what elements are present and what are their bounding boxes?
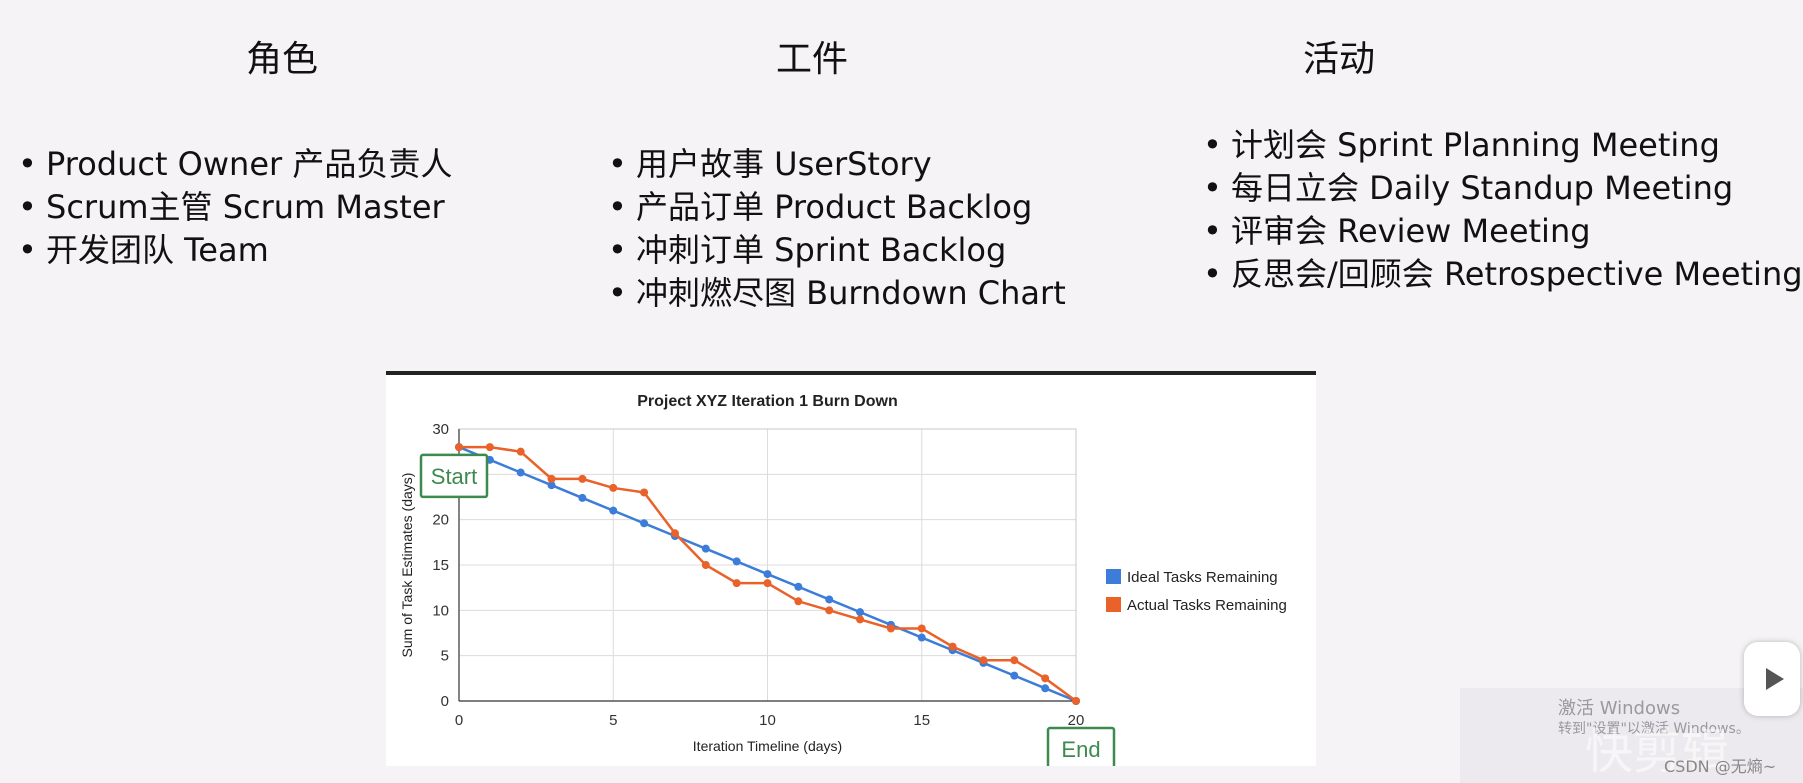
legend-label: Ideal Tasks Remaining xyxy=(1127,569,1278,586)
data-point-actual xyxy=(917,624,926,633)
activities-list: 计划会 Sprint Planning Meeting 每日立会 Daily S… xyxy=(1203,124,1803,296)
data-point-actual xyxy=(640,488,649,497)
chart-top-rule xyxy=(386,371,1316,375)
list-item: Product Owner 产品负责人 xyxy=(18,143,452,186)
list-item: 计划会 Sprint Planning Meeting xyxy=(1203,124,1803,167)
y-tick-label: 5 xyxy=(441,648,449,665)
x-tick-label: 0 xyxy=(455,712,463,729)
list-item: 开发团队 Team xyxy=(18,229,452,272)
y-tick-label: 10 xyxy=(432,602,449,619)
activities-title: 活动 xyxy=(1303,39,1376,80)
start-annotation-label: Start xyxy=(431,464,477,489)
data-point-actual xyxy=(1010,656,1019,665)
data-point-ideal xyxy=(794,582,803,591)
data-point-actual xyxy=(763,579,772,588)
list-item: Scrum主管 Scrum Master xyxy=(18,186,452,229)
data-point-actual xyxy=(516,447,525,456)
artifacts-title: 工件 xyxy=(776,39,849,80)
data-point-actual xyxy=(670,529,679,538)
data-point-actual xyxy=(979,656,988,665)
data-point-actual xyxy=(609,483,618,492)
data-point-actual xyxy=(856,615,865,624)
data-point-ideal xyxy=(917,633,926,642)
data-point-ideal xyxy=(701,544,710,553)
data-point-actual xyxy=(701,561,710,569)
data-point-actual xyxy=(1072,697,1080,705)
list-item: 冲刺订单 Sprint Backlog xyxy=(608,229,1066,272)
x-axis-label: Iteration Timeline (days) xyxy=(693,738,842,754)
data-point-ideal xyxy=(640,519,649,528)
x-tick-label: 20 xyxy=(1068,712,1085,729)
data-point-actual xyxy=(794,597,803,606)
credit-label: CSDN @无熵~ xyxy=(1664,757,1777,776)
y-tick-label: 15 xyxy=(432,557,449,574)
data-point-ideal xyxy=(547,481,556,490)
data-point-actual xyxy=(455,443,463,452)
legend-swatch xyxy=(1106,569,1121,584)
list-item: 反思会/回顾会 Retrospective Meeting xyxy=(1203,253,1803,296)
data-point-ideal xyxy=(732,557,741,566)
roles-list: Product Owner 产品负责人 Scrum主管 Scrum Master… xyxy=(18,143,452,272)
x-tick-label: 10 xyxy=(759,712,776,729)
y-tick-label: 0 xyxy=(441,693,449,710)
list-item: 冲刺燃尽图 Burndown Chart xyxy=(608,272,1066,315)
windows-activation-subtitle: 转到"设置"以激活 Windows。 xyxy=(1558,721,1750,737)
data-point-ideal xyxy=(609,506,618,515)
list-item: 产品订单 Product Backlog xyxy=(608,186,1066,229)
end-annotation-label: End xyxy=(1061,737,1100,762)
list-item: 用户故事 UserStory xyxy=(608,143,1066,186)
data-point-actual xyxy=(485,443,494,452)
artifacts-list: 用户故事 UserStory 产品订单 Product Backlog 冲刺订单… xyxy=(608,143,1066,315)
brand-watermark: 快剪辑 xyxy=(1585,724,1730,780)
data-point-actual xyxy=(578,474,587,483)
legend-label: Actual Tasks Remaining xyxy=(1127,597,1287,614)
data-point-ideal xyxy=(763,570,772,579)
data-point-ideal xyxy=(1010,671,1019,680)
data-point-actual xyxy=(886,624,895,633)
y-tick-label: 20 xyxy=(432,512,449,529)
data-point-ideal xyxy=(516,468,525,477)
end-annotation-box xyxy=(1046,726,1116,766)
data-point-actual xyxy=(825,606,834,615)
data-point-ideal xyxy=(578,493,587,502)
data-point-actual xyxy=(547,474,556,483)
x-tick-label: 5 xyxy=(609,712,617,729)
roles-title: 角色 xyxy=(246,39,319,80)
chart-title: Project XYZ Iteration 1 Burn Down xyxy=(637,393,897,410)
data-point-actual xyxy=(732,579,741,588)
burndown-chart-panel: Project XYZ Iteration 1 Burn Down 0 5 10 15 2… xyxy=(386,371,1316,766)
data-point-ideal xyxy=(825,595,834,604)
y-tick-label: 30 xyxy=(432,421,449,438)
data-point-ideal xyxy=(856,608,865,617)
data-point-ideal xyxy=(1041,684,1050,693)
x-tick-label: 15 xyxy=(913,712,930,729)
list-item: 评审会 Review Meeting xyxy=(1203,210,1803,253)
data-point-actual xyxy=(1041,674,1050,683)
y-axis-label: Sum of Task Estimates (days) xyxy=(399,473,415,658)
play-button[interactable] xyxy=(1744,642,1800,716)
data-point-actual xyxy=(948,642,957,651)
legend-swatch xyxy=(1106,597,1121,612)
windows-activation-title: 激活 Windows xyxy=(1558,698,1681,719)
burndown-chart: Project XYZ Iteration 1 Burn Down 0 5 10 15 2… xyxy=(399,393,1287,766)
start-annotation-box xyxy=(419,453,489,499)
list-item: 每日立会 Daily Standup Meeting xyxy=(1203,167,1803,210)
